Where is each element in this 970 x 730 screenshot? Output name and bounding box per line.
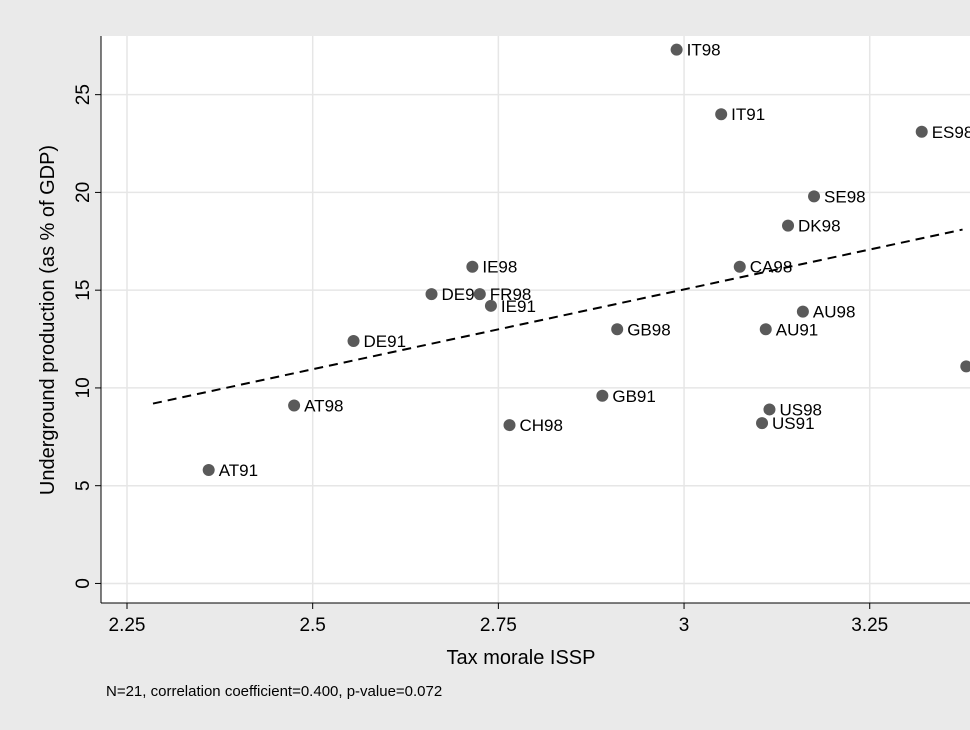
data-point <box>960 360 970 373</box>
point-label: FR98 <box>490 285 532 304</box>
point-label: ES98 <box>932 123 970 142</box>
data-point <box>473 288 486 301</box>
data-point <box>733 260 746 273</box>
point-label: DK98 <box>798 217 841 236</box>
grid-layer <box>101 36 970 603</box>
point-label: SE98 <box>824 187 866 206</box>
data-point <box>915 125 928 138</box>
data-point <box>715 108 728 121</box>
point-label: IE98 <box>482 258 517 277</box>
y-tick-label: 0 <box>73 578 94 589</box>
point-label: IT98 <box>687 41 721 60</box>
y-tick-label: 5 <box>73 480 94 491</box>
data-point <box>347 335 360 348</box>
x-tick-label: 2.5 <box>299 615 325 636</box>
point-label: IT91 <box>731 105 765 124</box>
y-tick-label: 15 <box>73 280 94 301</box>
data-point <box>425 288 438 301</box>
data-point <box>763 403 776 416</box>
point-label: CH98 <box>520 416 563 435</box>
chart-note: N=21, correlation coefficient=0.400, p-v… <box>106 683 442 700</box>
point-label: DE91 <box>364 332 407 351</box>
point-label: DE98 <box>442 285 485 304</box>
fit-line <box>152 228 963 405</box>
x-tick-label: 3 <box>679 615 690 636</box>
point-label: AU98 <box>813 303 856 322</box>
data-point <box>484 299 497 312</box>
point-label: AU91 <box>776 320 819 339</box>
point-label: US91 <box>772 414 815 433</box>
y-tick-label: 10 <box>73 377 94 398</box>
point-label: IE91 <box>501 297 536 316</box>
data-point <box>796 305 809 318</box>
x-tick-label: 2.75 <box>480 615 517 636</box>
axes-layer: 2.25 2.5 2.75 3 3.25 0 5 10 15 20 25 <box>73 36 970 636</box>
point-label: GB91 <box>612 387 655 406</box>
y-axis-title: Underground production (as % of GDP) <box>37 145 59 495</box>
point-label: US98 <box>779 400 822 419</box>
data-point <box>466 260 479 273</box>
data-point <box>596 389 609 402</box>
data-point <box>782 219 795 232</box>
points-layer: IT98 IT91 ES98 SE98 DK98 CA98 IE98 DE98 FR98IE91… <box>202 41 970 480</box>
data-point <box>756 417 769 430</box>
data-point <box>202 464 215 477</box>
data-point <box>670 43 683 56</box>
data-point <box>759 323 772 336</box>
fit-line-layer <box>152 228 963 405</box>
data-point <box>611 323 624 336</box>
data-point <box>503 419 516 432</box>
point-label: AT98 <box>304 397 343 416</box>
y-tick-label: 20 <box>73 182 94 203</box>
x-tick-label: 3.25 <box>851 615 888 636</box>
x-tick-label: 2.25 <box>109 615 146 636</box>
data-point <box>808 190 821 203</box>
y-tick-label: 25 <box>73 84 94 105</box>
point-label: CA98 <box>750 258 793 277</box>
point-label: AT91 <box>219 461 258 480</box>
x-axis-title: Tax morale ISSP <box>447 647 596 669</box>
data-point <box>288 399 301 412</box>
plot-area <box>101 36 970 603</box>
point-label: GB98 <box>627 320 670 339</box>
